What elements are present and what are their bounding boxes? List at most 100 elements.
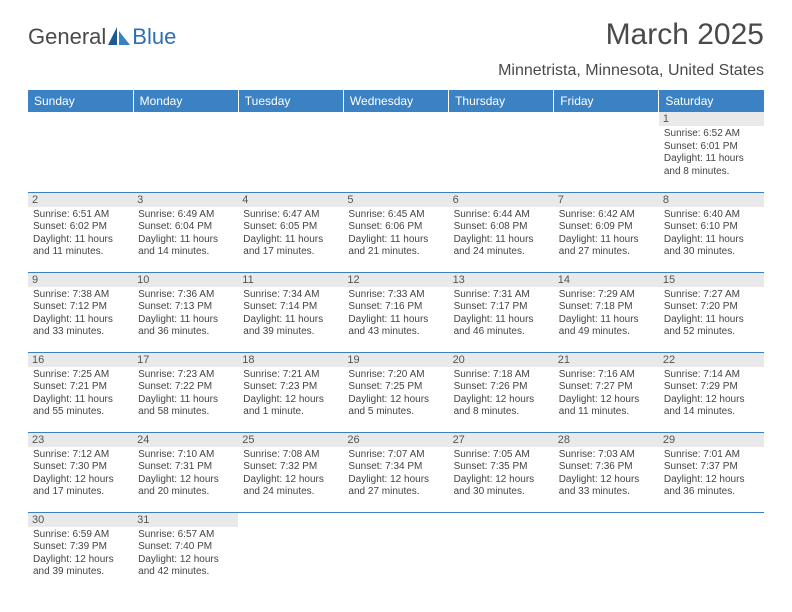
day-number: 20	[449, 353, 554, 367]
daylight-line-2: and 55 minutes.	[33, 406, 128, 419]
daylight-line-1: Daylight: 11 hours	[33, 314, 128, 327]
day-number: 21	[554, 353, 659, 367]
calendar-cell: 10Sunrise: 7:36 AMSunset: 7:13 PMDayligh…	[133, 272, 238, 352]
calendar-cell: 20Sunrise: 7:18 AMSunset: 7:26 PMDayligh…	[449, 352, 554, 432]
sunset: Sunset: 6:08 PM	[454, 221, 549, 234]
calendar-table: Sunday Monday Tuesday Wednesday Thursday…	[28, 90, 764, 592]
calendar-cell	[449, 512, 554, 592]
day-number: 7	[554, 193, 659, 207]
daylight-line-1: Daylight: 11 hours	[33, 394, 128, 407]
daylight-line-2: and 11 minutes.	[559, 406, 654, 419]
daylight-line-2: and 33 minutes.	[33, 326, 128, 339]
sunrise: Sunrise: 7:03 AM	[559, 449, 654, 462]
logo-text-general: General	[28, 24, 106, 50]
daylight-line-2: and 24 minutes.	[243, 486, 338, 499]
daylight-line-2: and 36 minutes.	[664, 486, 759, 499]
calendar-cell: 19Sunrise: 7:20 AMSunset: 7:25 PMDayligh…	[343, 352, 448, 432]
calendar-cell: 24Sunrise: 7:10 AMSunset: 7:31 PMDayligh…	[133, 432, 238, 512]
sunset: Sunset: 6:09 PM	[559, 221, 654, 234]
sunset: Sunset: 7:32 PM	[243, 461, 338, 474]
calendar-cell	[659, 512, 764, 592]
calendar-cell: 14Sunrise: 7:29 AMSunset: 7:18 PMDayligh…	[554, 272, 659, 352]
calendar-cell	[554, 112, 659, 192]
day-number: 12	[343, 273, 448, 287]
sunset: Sunset: 7:31 PM	[138, 461, 233, 474]
col-thursday: Thursday	[449, 90, 554, 112]
calendar-cell: 18Sunrise: 7:21 AMSunset: 7:23 PMDayligh…	[238, 352, 343, 432]
sunrise: Sunrise: 6:45 AM	[348, 209, 443, 222]
day-number: 18	[238, 353, 343, 367]
day-number: 24	[133, 433, 238, 447]
daylight-line-2: and 39 minutes.	[33, 566, 128, 579]
daylight-line-2: and 36 minutes.	[138, 326, 233, 339]
daylight-line-1: Daylight: 12 hours	[559, 394, 654, 407]
daylight-line-2: and 21 minutes.	[348, 246, 443, 259]
calendar-cell: 23 Sunrise: 7:12 AMSunset: 7:30 PMDayligh…	[28, 432, 133, 512]
calendar-cell: 21 Sunrise: 7:16 AMSunset: 7:27 PMDayligh…	[554, 352, 659, 432]
calendar-cell: 28Sunrise: 7:03 AMSunset: 7:36 PMDayligh…	[554, 432, 659, 512]
sunrise: Sunrise: 7:01 AM	[664, 449, 759, 462]
daylight-line-1: Daylight: 12 hours	[138, 474, 233, 487]
sunset: Sunset: 7:18 PM	[559, 301, 654, 314]
calendar-cell: 5Sunrise: 6:45 AMSunset: 6:06 PMDaylight…	[343, 192, 448, 272]
calendar-cell	[28, 112, 133, 192]
sunrise: Sunrise: 7:12 AM	[33, 449, 128, 462]
day-number: 4	[238, 193, 343, 207]
day-number: 5	[343, 193, 448, 207]
sunset: Sunset: 6:02 PM	[33, 221, 128, 234]
day-number: 6	[449, 193, 554, 207]
sunset: Sunset: 7:23 PM	[243, 381, 338, 394]
sunset: Sunset: 7:21 PM	[33, 381, 128, 394]
daylight-line-2: and 1 minute.	[243, 406, 338, 419]
sunrise: Sunrise: 7:33 AM	[348, 289, 443, 302]
sunset: Sunset: 7:37 PM	[664, 461, 759, 474]
day-number: 23	[28, 433, 133, 447]
sunset: Sunset: 6:10 PM	[664, 221, 759, 234]
calendar-row: 30Sunrise: 6:59 AMSunset: 7:39 PMDayligh…	[28, 512, 764, 592]
sunset: Sunset: 7:17 PM	[454, 301, 549, 314]
sunrise: Sunrise: 7:16 AM	[559, 369, 654, 382]
day-number: 16	[28, 353, 133, 367]
calendar-cell: 9Sunrise: 7:38 AMSunset: 7:12 PMDaylight…	[28, 272, 133, 352]
daylight-line-1: Daylight: 11 hours	[664, 314, 759, 327]
header-row: Sunday Monday Tuesday Wednesday Thursday…	[28, 90, 764, 112]
daylight-line-1: Daylight: 11 hours	[559, 234, 654, 247]
day-number: 22	[659, 353, 764, 367]
calendar-cell: 15Sunrise: 7:27 AMSunset: 7:20 PMDayligh…	[659, 272, 764, 352]
col-saturday: Saturday	[659, 90, 764, 112]
daylight-line-2: and 49 minutes.	[559, 326, 654, 339]
daylight-line-2: and 39 minutes.	[243, 326, 338, 339]
calendar-cell: 25Sunrise: 7:08 AMSunset: 7:32 PMDayligh…	[238, 432, 343, 512]
sunset: Sunset: 7:16 PM	[348, 301, 443, 314]
calendar-cell	[449, 112, 554, 192]
sunset: Sunset: 7:27 PM	[559, 381, 654, 394]
calendar-cell	[133, 112, 238, 192]
sunset: Sunset: 6:04 PM	[138, 221, 233, 234]
daylight-line-1: Daylight: 12 hours	[243, 474, 338, 487]
daylight-line-2: and 30 minutes.	[454, 486, 549, 499]
daylight-line-1: Daylight: 12 hours	[664, 394, 759, 407]
sunrise: Sunrise: 7:23 AM	[138, 369, 233, 382]
day-number: 10	[133, 273, 238, 287]
calendar-cell: 16Sunrise: 7:25 AMSunset: 7:21 PMDayligh…	[28, 352, 133, 432]
sunset: Sunset: 7:25 PM	[348, 381, 443, 394]
daylight-line-2: and 24 minutes.	[454, 246, 549, 259]
daylight-line-1: Daylight: 11 hours	[243, 234, 338, 247]
sunset: Sunset: 7:20 PM	[664, 301, 759, 314]
col-sunday: Sunday	[28, 90, 133, 112]
daylight-line-1: Daylight: 12 hours	[454, 394, 549, 407]
daylight-line-2: and 17 minutes.	[243, 246, 338, 259]
day-number: 29	[659, 433, 764, 447]
sunset: Sunset: 7:36 PM	[559, 461, 654, 474]
day-number: 27	[449, 433, 554, 447]
sunset: Sunset: 7:30 PM	[33, 461, 128, 474]
daylight-line-1: Daylight: 12 hours	[33, 474, 128, 487]
daylight-line-2: and 27 minutes.	[559, 246, 654, 259]
daylight-line-1: Daylight: 12 hours	[559, 474, 654, 487]
sunrise: Sunrise: 7:20 AM	[348, 369, 443, 382]
logo-text-blue: Blue	[132, 24, 176, 50]
calendar-row: 2Sunrise: 6:51 AMSunset: 6:02 PMDaylight…	[28, 192, 764, 272]
sunrise: Sunrise: 6:44 AM	[454, 209, 549, 222]
daylight-line-2: and 11 minutes.	[33, 246, 128, 259]
sunrise: Sunrise: 6:51 AM	[33, 209, 128, 222]
